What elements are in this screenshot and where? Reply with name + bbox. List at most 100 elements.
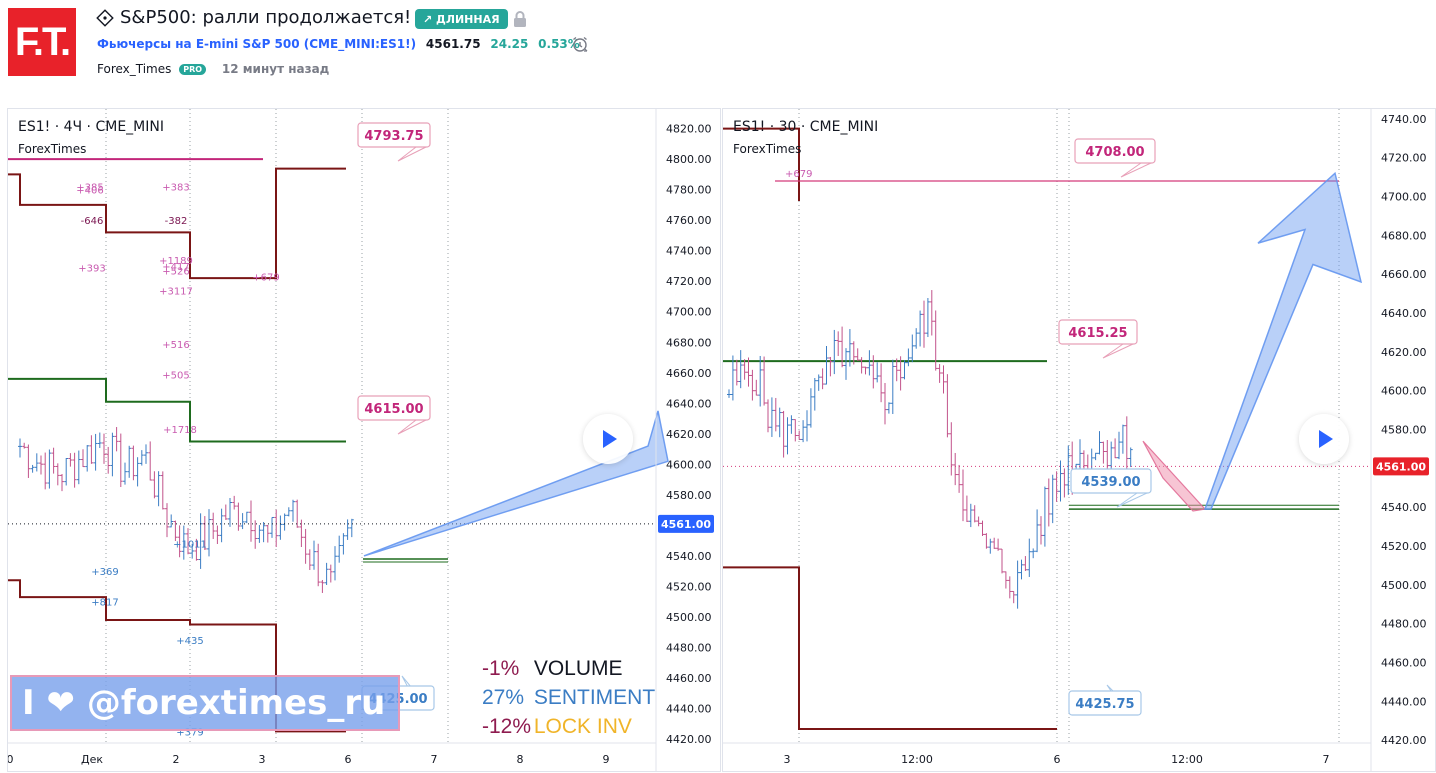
volume-label-upper: +385 (76, 183, 103, 194)
volume-label-lower: +817 (91, 598, 118, 609)
callout-price: 4615.00 (364, 402, 423, 417)
callout-box (1058, 319, 1138, 345)
volume-label-upper: -646 (81, 216, 104, 227)
callout-price: 4793.75 (364, 129, 423, 144)
stat-label: VOLUME (533, 657, 623, 680)
price-tick-label: 4520.00 (666, 580, 712, 593)
current-price-value: 4561.00 (661, 518, 711, 531)
author-row: Forex_Times PRO 12 минут назад (97, 62, 329, 76)
stat-label: SENTIMENT (533, 686, 656, 709)
stat-row-lockinv: -12% LOCK INV (482, 712, 655, 741)
volume-label-upper: +3117 (159, 286, 193, 297)
upper-band-line (723, 127, 800, 202)
time-tick-label: 0 (8, 753, 14, 766)
stat-value: 27% (482, 686, 525, 709)
time-tick-label: 8 (517, 753, 524, 766)
price-tick-label: 4680.00 (1381, 229, 1427, 242)
price-tick-label: 4480.00 (666, 641, 712, 654)
price-tick-label: 4460.00 (666, 672, 712, 685)
callout-tail (1102, 343, 1134, 359)
callout-box (357, 395, 431, 421)
price-tick-label: 4580.00 (1381, 424, 1427, 437)
panel-title: ES1! · 30 · CME_MINI (733, 119, 879, 135)
volume-label-lower: +369 (91, 567, 118, 578)
volume-label-upper: +417 (162, 262, 189, 273)
middle-band-line (8, 377, 346, 443)
upper-band-line (8, 167, 346, 280)
pro-badge: PRO (179, 64, 207, 75)
forecast-arrow (1203, 171, 1363, 510)
callout-box (1068, 690, 1142, 716)
price-tick-label: 4480.00 (1381, 618, 1427, 631)
idea-diamond-icon (96, 9, 114, 27)
time-tick-label: 2 (173, 753, 180, 766)
price-tick-label: 4500.00 (666, 611, 712, 624)
price-tick-label: 4420.00 (666, 733, 712, 746)
publish-time: 12 минут назад (221, 62, 330, 76)
volume-label-upper: +526 (162, 267, 189, 278)
callout-price: 4539.00 (1081, 475, 1140, 490)
volume-label-upper: +393 (78, 263, 105, 274)
time-tick-label: 7 (1323, 753, 1330, 766)
volume-label-lower: +379 (176, 727, 203, 738)
price-tick-label: 4600.00 (666, 458, 712, 471)
time-tick-label: 6 (1054, 753, 1061, 766)
symbol-row: Фьючерсы на E-mini S&P 500 (CME_MINI:ES1… (97, 37, 580, 51)
chart-panel-30m[interactable]: +679 4708.00 4615.25 4539.00 4425.75 4740.00 4… (722, 108, 1436, 772)
time-tick-label: 9 (603, 753, 610, 766)
play-button[interactable] (1299, 414, 1349, 464)
price-tick-label: 4440.00 (666, 702, 712, 715)
volume-label-upper: +1189 (159, 256, 193, 267)
symbol-change: 24.25 (490, 37, 529, 51)
volume-label-upper: +383 (162, 183, 189, 194)
price-tick-label: 4720.00 (666, 275, 712, 288)
price-tick-label: 4420.00 (1381, 734, 1427, 747)
volume-label-lower: +1011 (173, 540, 207, 551)
price-tick-label: 4540.00 (666, 550, 712, 563)
current-price-value: 4561.00 (1376, 460, 1426, 473)
price-tick-label: 4820.00 (666, 123, 712, 136)
stat-label: LOCK INV (533, 715, 632, 738)
time-tick-label: Дек (81, 753, 103, 766)
stat-row-sentiment: 27% SENTIMENT (482, 683, 655, 712)
direction-badge: ↗ ДЛИННАЯ (415, 9, 508, 29)
price-tick-label: 4540.00 (1381, 501, 1427, 514)
callout-tail (397, 419, 427, 435)
price-tick-label: 4620.00 (1381, 346, 1427, 359)
callout-box (1074, 138, 1156, 164)
callout-price: 4425.75 (1075, 697, 1134, 712)
chart-canvas-30m[interactable]: +679 4708.00 4615.25 4539.00 4425.75 4740.00 4… (723, 109, 1435, 771)
idea-header: F.T. S&P500: ралли продолжается! ↗ ДЛИНН… (0, 0, 1436, 100)
volume-label-upper: +406 (76, 186, 103, 197)
callout-tail (1120, 162, 1152, 178)
time-tick-label: 7 (431, 753, 438, 766)
price-tick-label: 4780.00 (666, 184, 712, 197)
price-tick-label: 4660.00 (1381, 268, 1427, 281)
price-tick-label: 4800.00 (666, 153, 712, 166)
volume-label-upper: +1718 (163, 425, 197, 436)
forecast-arrow (363, 410, 669, 557)
chart-panel-4h[interactable]: +385 +406 -646 +393 +383 -382 +1189 +417 +526 +31… (7, 108, 721, 772)
symbol-link[interactable]: Фьючерсы на E-mini S&P 500 (CME_MINI:ES1… (97, 37, 417, 51)
price-tick-label: 4520.00 (1381, 540, 1427, 553)
author-name[interactable]: Forex_Times (97, 62, 172, 76)
price-tick-label: 4720.00 (1381, 152, 1427, 165)
alarm-clock-icon[interactable] (571, 35, 589, 53)
time-tick-label: 12:00 (1171, 753, 1203, 766)
time-tick-label: 3 (784, 753, 791, 766)
price-tick-label: 4620.00 (666, 428, 712, 441)
time-tick-label: 3 (259, 753, 266, 766)
forextimes-logo[interactable]: F.T. (8, 8, 76, 76)
price-tick-label: 4760.00 (666, 214, 712, 227)
panel-title: ES1! · 4Ч · CME_MINI (18, 119, 164, 135)
price-tick-label: 4580.00 (666, 489, 712, 502)
current-price-tag (1373, 457, 1429, 476)
symbol-price: 4561.75 (425, 37, 481, 51)
stat-row-volume: -1% VOLUME (482, 654, 655, 683)
watermark-banner: I ❤ @forextimes_ru (10, 675, 400, 731)
price-tick-label: 4700.00 (666, 306, 712, 319)
price-tick-label: 4460.00 (1381, 656, 1427, 669)
price-tick-label: 4500.00 (1381, 579, 1427, 592)
play-button[interactable] (583, 414, 633, 464)
price-tick-label: 4740.00 (1381, 113, 1427, 126)
